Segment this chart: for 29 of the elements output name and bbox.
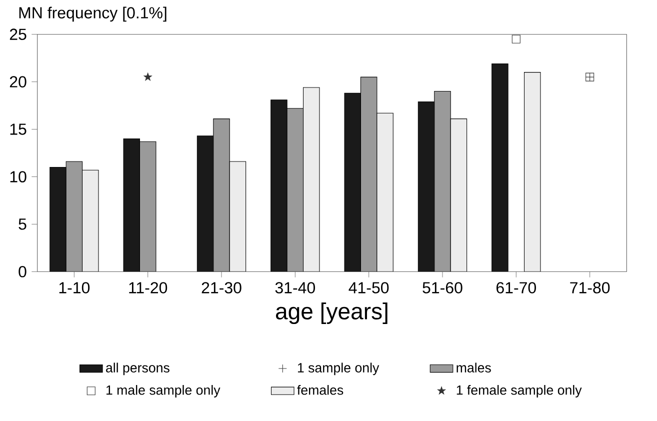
bar bbox=[229, 161, 246, 272]
x-axis-title: age [years] bbox=[276, 302, 388, 324]
legend-label: males bbox=[456, 362, 491, 372]
x-tick-label: 1-10 bbox=[59, 282, 90, 294]
x-tick-label: 51-60 bbox=[422, 282, 462, 294]
y-tick-label: 5 bbox=[18, 218, 26, 230]
y-axis-title: MN frequency [0.1%] bbox=[19, 6, 166, 22]
x-tick-label: 61-70 bbox=[496, 282, 536, 294]
legend-label: females bbox=[297, 385, 344, 395]
bar bbox=[492, 63, 508, 272]
bar bbox=[82, 170, 99, 272]
legend-label: 1 sample only bbox=[298, 362, 380, 376]
bar bbox=[450, 118, 468, 272]
legend-label: 1 male sample only bbox=[106, 385, 220, 398]
x-tick-label: 11-20 bbox=[129, 282, 168, 294]
x-tick-label: 21-30 bbox=[202, 282, 242, 294]
y-tick-label: 25 bbox=[10, 28, 26, 40]
x-tick-label: 31-40 bbox=[275, 282, 315, 294]
y-tick-label: 20 bbox=[10, 76, 26, 88]
y-tick-label: 15 bbox=[10, 124, 26, 135]
bar bbox=[303, 87, 320, 272]
y-tick-label: 0 bbox=[18, 266, 26, 278]
x-tick-label: 41-50 bbox=[348, 282, 389, 294]
legend-label: 1 female sample only bbox=[456, 385, 582, 398]
x-tick-label: 71-80 bbox=[570, 282, 610, 294]
y-tick-label: 10 bbox=[10, 171, 26, 182]
bar bbox=[524, 72, 541, 272]
bar bbox=[376, 112, 394, 272]
legend-label: all persons bbox=[106, 362, 170, 376]
